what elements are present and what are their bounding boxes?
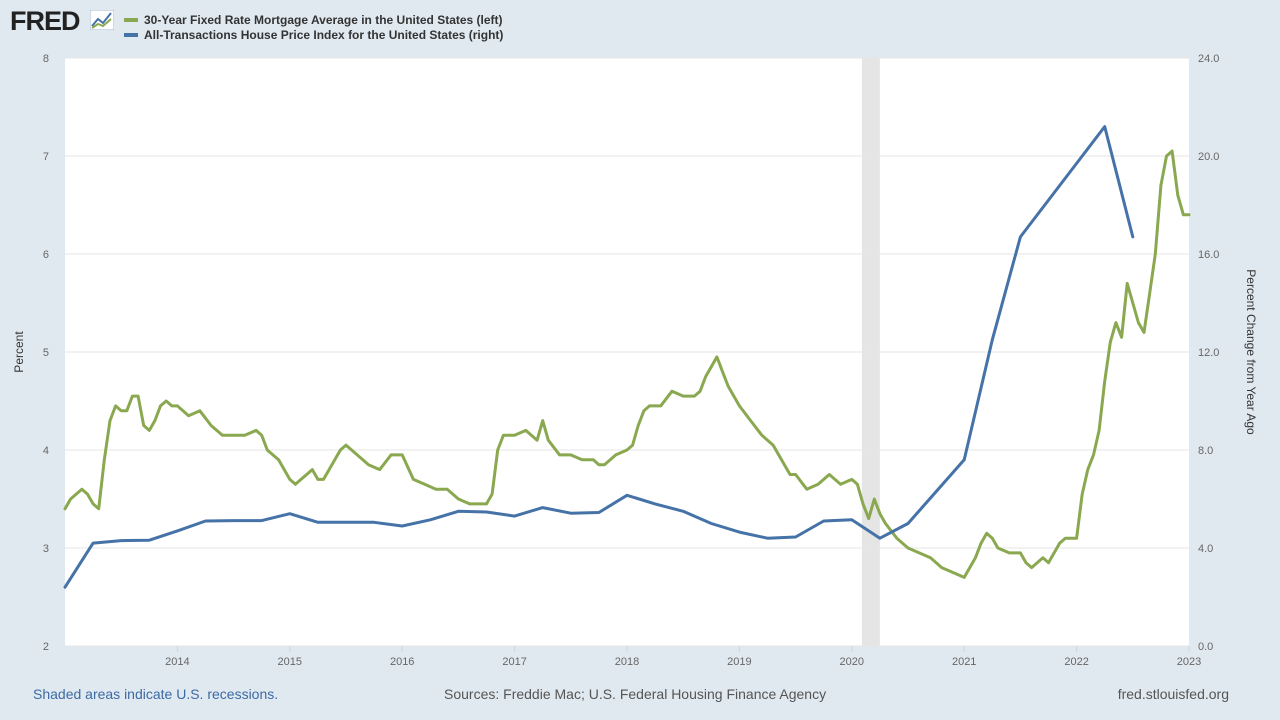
x-tick-label-9: 2023	[1177, 656, 1201, 668]
y-left-tick-label-4: 6	[43, 249, 49, 261]
series-line-1	[63, 125, 1135, 589]
y-right-tick-label-0: 0.0	[1198, 641, 1213, 653]
x-tick-label-8: 2022	[1064, 656, 1088, 668]
y-left-tick-label-6: 8	[43, 53, 49, 65]
fred-logo[interactable]: FRED	[10, 6, 80, 36]
y-right-axis-label: Percent Change from Year Ago	[1244, 269, 1258, 435]
legend-entry-mortgage[interactable]: 30-Year Fixed Rate Mortgage Average in t…	[124, 12, 503, 27]
chart-legend: 30-Year Fixed Rate Mortgage Average in t…	[124, 12, 503, 42]
x-tick-label-4: 2018	[615, 656, 639, 668]
x-tick-label-3: 2017	[502, 656, 526, 668]
y-right-tick-label-3: 12.0	[1198, 347, 1219, 359]
y-right-tick-label-6: 24.0	[1198, 53, 1219, 65]
x-tick-label-6: 2020	[840, 656, 864, 668]
x-tick-label-7: 2021	[952, 656, 976, 668]
x-tick-label-0: 2014	[165, 656, 189, 668]
legend-label-hpi: All-Transactions House Price Index for t…	[144, 27, 504, 42]
site-url-link[interactable]: fred.stlouisfed.org	[1117, 686, 1229, 702]
y-right-tick-label-5: 20.0	[1198, 151, 1219, 163]
legend-entry-hpi[interactable]: All-Transactions House Price Index for t…	[124, 27, 503, 42]
y-right-tick-label-4: 16.0	[1198, 249, 1219, 261]
sources-note: Sources: Freddie Mac; U.S. Federal Housi…	[444, 686, 827, 702]
y-left-tick-label-2: 4	[43, 445, 49, 457]
recession-note: Shaded areas indicate U.S. recessions.	[33, 686, 279, 702]
y-left-tick-label-3: 5	[43, 347, 49, 359]
y-right-tick-label-2: 8.0	[1198, 445, 1213, 457]
legend-swatch-mortgage	[124, 17, 138, 22]
y-left-tick-label-0: 2	[43, 641, 49, 653]
x-tick-label-5: 2019	[727, 656, 751, 668]
legend-label-mortgage: 30-Year Fixed Rate Mortgage Average in t…	[144, 12, 503, 27]
x-tick-label-1: 2015	[278, 656, 302, 668]
legend-swatch-hpi	[124, 32, 138, 37]
series-line-0	[63, 149, 1191, 579]
y-left-axis-label: Percent	[12, 331, 26, 373]
x-tick-label-2: 2016	[390, 656, 414, 668]
fred-logo-chart-icon	[90, 10, 114, 30]
y-left-tick-label-5: 7	[43, 151, 49, 163]
y-left-tick-label-1: 3	[43, 543, 49, 555]
y-right-tick-label-1: 4.0	[1198, 543, 1213, 555]
